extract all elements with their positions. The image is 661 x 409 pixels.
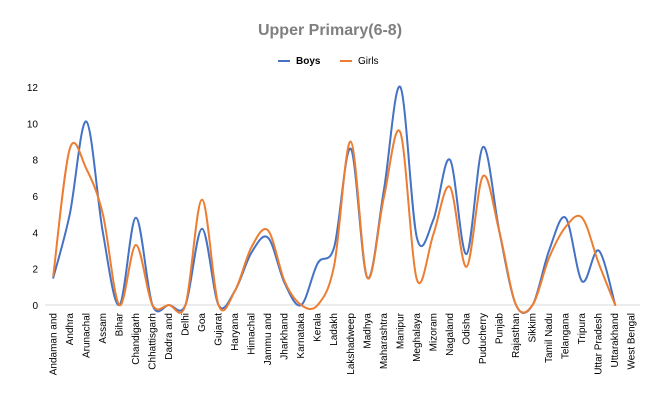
x-tick-label: Madhya <box>362 313 373 349</box>
x-tick-label: Andaman and <box>48 313 59 375</box>
y-tick-label: 12 <box>27 83 39 94</box>
x-tick-label: Chandigarh <box>131 313 142 365</box>
x-tick-label: Jharkhand <box>280 313 291 360</box>
x-tick-label: Nagaland <box>445 313 456 356</box>
x-tick-label: Delhi <box>180 313 191 336</box>
x-tick-label: Haryana <box>230 313 241 351</box>
y-tick-label: 10 <box>27 119 39 130</box>
chart-title: Upper Primary(6-8) <box>258 22 402 39</box>
x-tick-label: Arunachal <box>81 313 92 358</box>
x-tick-label: Jammu and <box>263 313 274 365</box>
series-line-boys <box>52 85 617 314</box>
x-tick-label: Gujarat <box>214 313 225 346</box>
x-tick-label: Chhattisgarh <box>147 313 158 370</box>
x-tick-label: Ladakh <box>329 313 340 346</box>
x-tick-label: Goa <box>197 313 208 332</box>
x-tick-label: Meghalaya <box>412 313 423 362</box>
series-lines <box>52 85 617 314</box>
y-axis-ticks: 0 2 4 6 8 10 12 <box>27 83 39 312</box>
x-tick-label: Manipur <box>395 312 406 349</box>
x-tick-label: Odisha <box>461 313 472 345</box>
legend-label-girls: Girls <box>358 56 379 67</box>
x-tick-label: Karnataka <box>296 313 307 359</box>
x-tick-label: Maharashtra <box>379 313 390 370</box>
series-line-girls <box>52 129 617 314</box>
x-tick-label: Assam <box>98 313 109 344</box>
x-tick-label: Sikkim <box>528 313 539 342</box>
x-tick-label: Uttarakhand <box>610 313 621 367</box>
y-tick-label: 4 <box>32 228 38 239</box>
x-tick-label: Puducherry <box>478 313 489 364</box>
x-tick-label: Tamil Nadu <box>544 313 555 363</box>
y-tick-label: 8 <box>32 156 38 167</box>
x-tick-label: Mizoram <box>428 313 439 351</box>
x-tick-label: Bihar <box>114 312 125 336</box>
y-tick-label: 6 <box>32 192 38 203</box>
x-tick-label: Himachal <box>247 313 258 355</box>
x-tick-label: West Bengal <box>627 313 638 370</box>
legend-label-boys: Boys <box>296 56 321 67</box>
legend: Boys Girls <box>278 56 379 67</box>
x-tick-label: Punjab <box>495 313 506 345</box>
x-tick-label: Tripura <box>577 313 588 345</box>
x-tick-label: Lakshadweep <box>346 313 357 375</box>
x-tick-label: Dadra and <box>164 313 175 360</box>
x-tick-label: Telangana <box>561 313 572 360</box>
y-tick-label: 0 <box>32 301 38 312</box>
x-axis-labels: Andaman and Andhra Arunachal Assam Bihar Chan… <box>48 312 637 375</box>
x-tick-label: Andhra <box>65 313 76 346</box>
x-tick-label: Kerala <box>313 313 324 342</box>
x-tick-label: Rajasthan <box>511 313 522 358</box>
y-tick-label: 2 <box>32 265 38 276</box>
x-tick-label: Uttar Pradesh <box>594 313 605 375</box>
